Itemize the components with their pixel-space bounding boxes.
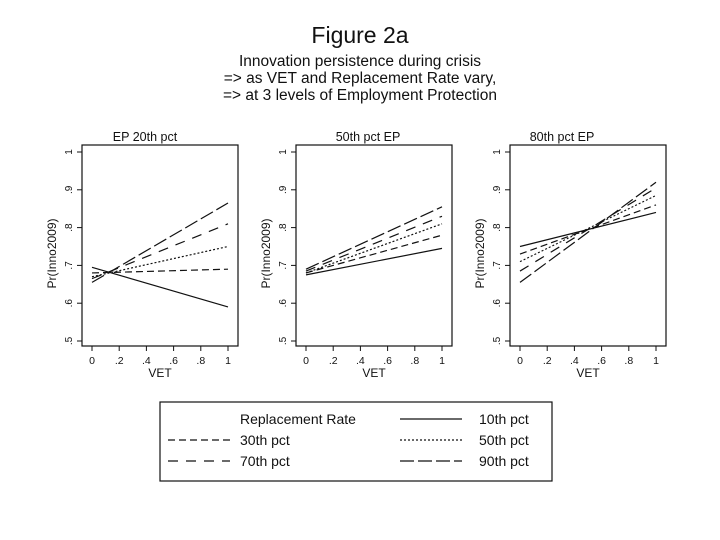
y-tick-label: 1 xyxy=(492,149,503,155)
legend-label: 90th pct xyxy=(479,453,529,469)
x-tick-label: .8 xyxy=(410,355,419,367)
plot-frame xyxy=(509,144,667,347)
x-tick-label: .8 xyxy=(624,355,633,367)
plot-frame xyxy=(295,144,453,347)
y-tick-label: .7 xyxy=(278,261,289,270)
panel-title: EP 20th pct xyxy=(113,130,178,144)
x-tick-label: .2 xyxy=(543,355,552,367)
figure-title: Figure 2a xyxy=(311,22,409,48)
panel-title: 80th pct EP xyxy=(530,130,595,144)
y-tick-label: .7 xyxy=(492,261,503,270)
legend-label: 30th pct xyxy=(240,432,290,448)
y-axis-label: Pr(Inno2009) xyxy=(259,218,273,288)
subtitle-line-3: => at 3 levels of Employment Protection xyxy=(223,87,497,104)
y-tick-label: .9 xyxy=(64,185,75,194)
series-line-30th-pct xyxy=(305,234,443,274)
y-axis-label: Pr(Inno2009) xyxy=(473,218,487,288)
y-tick-label: .7 xyxy=(64,261,75,270)
series-line-30th-pct xyxy=(91,268,229,274)
series-line-90th-pct xyxy=(519,181,657,283)
x-tick-label: 1 xyxy=(653,355,659,367)
y-tick-label: .5 xyxy=(278,336,289,345)
x-axis-label: VET xyxy=(148,366,172,380)
subtitle-line-1: Innovation persistence during crisis xyxy=(238,53,482,70)
y-tick-label: .8 xyxy=(492,223,503,232)
legend-box xyxy=(159,401,553,482)
x-tick-label: .2 xyxy=(329,355,338,367)
series-line-70th-pct xyxy=(519,187,657,272)
x-tick-label: .4 xyxy=(570,355,579,367)
series-line-90th-pct xyxy=(91,202,229,283)
y-tick-label: .6 xyxy=(64,299,75,308)
x-tick-label: 1 xyxy=(439,355,445,367)
panel-title: 50th pct EP xyxy=(336,130,401,144)
series-line-90th-pct xyxy=(305,206,443,270)
x-tick-label: .2 xyxy=(115,355,124,367)
figure-subtitle: Innovation persistence during crisis => … xyxy=(0,53,720,104)
x-axis-label: VET xyxy=(576,366,600,380)
legend-label: 50th pct xyxy=(479,432,529,448)
series-line-50th-pct xyxy=(91,245,229,278)
x-tick-label: 1 xyxy=(225,355,231,367)
series-line-10th-pct xyxy=(305,247,443,276)
y-tick-label: .8 xyxy=(64,223,75,232)
y-tick-label: .5 xyxy=(64,336,75,345)
y-tick-label: .9 xyxy=(278,185,289,194)
x-tick-label: .6 xyxy=(597,355,606,367)
x-axis-label: VET xyxy=(362,366,386,380)
y-tick-label: 1 xyxy=(64,149,75,155)
x-tick-label: 0 xyxy=(303,355,309,367)
plot-frame xyxy=(81,144,239,347)
y-axis-label: Pr(Inno2009) xyxy=(45,218,59,288)
series-line-70th-pct xyxy=(305,215,443,272)
y-tick-label: .5 xyxy=(492,336,503,345)
x-tick-label: .8 xyxy=(196,355,205,367)
y-tick-label: 1 xyxy=(278,149,289,155)
y-tick-label: .6 xyxy=(278,299,289,308)
series-line-10th-pct xyxy=(91,266,229,308)
y-tick-label: .8 xyxy=(278,223,289,232)
x-tick-label: .6 xyxy=(169,355,178,367)
y-tick-label: .6 xyxy=(492,299,503,308)
x-tick-label: 0 xyxy=(89,355,95,367)
subtitle-line-2: => as VET and Replacement Rate vary, xyxy=(223,70,497,87)
legend-label: 10th pct xyxy=(479,411,529,427)
x-tick-label: .4 xyxy=(356,355,365,367)
series-line-50th-pct xyxy=(519,194,657,263)
x-tick-label: .6 xyxy=(383,355,392,367)
legend-label: 70th pct xyxy=(240,453,290,469)
series-line-50th-pct xyxy=(305,223,443,274)
legend-title: Replacement Rate xyxy=(240,411,356,427)
y-tick-label: .9 xyxy=(492,185,503,194)
x-tick-label: .4 xyxy=(142,355,151,367)
x-tick-label: 0 xyxy=(517,355,523,367)
